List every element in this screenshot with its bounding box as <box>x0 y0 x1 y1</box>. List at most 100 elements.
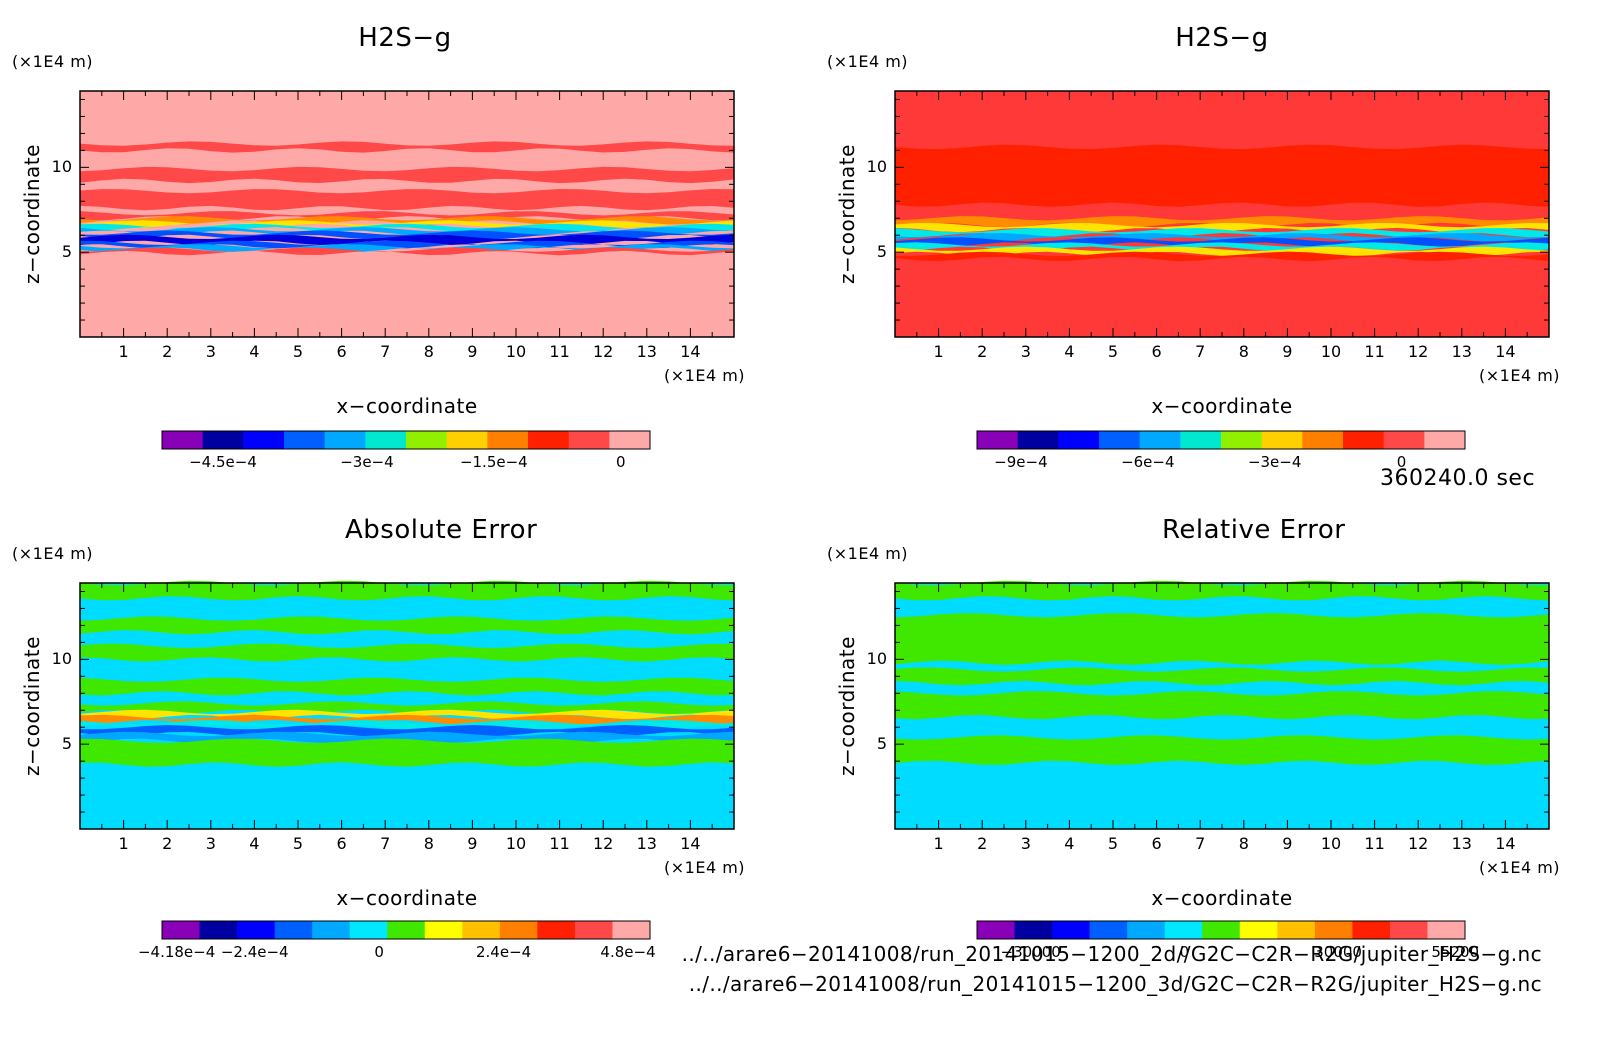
colorbar-tick-label: 0 <box>1179 943 1190 961</box>
x-tick-label: 5 <box>1107 834 1119 853</box>
colorbar-swatch <box>202 431 244 449</box>
colorbar-tick-label: −9e−4 <box>994 453 1048 471</box>
colorbar-swatch <box>284 431 326 449</box>
colorbar-swatch <box>243 431 285 449</box>
colorbar-swatch <box>1099 431 1141 449</box>
colorbar-tick-label: −3e−4 <box>1247 453 1302 471</box>
x-axis-label: x−coordinate <box>336 886 478 910</box>
field-band <box>80 244 734 252</box>
field-band <box>895 735 1549 765</box>
x-tick-label: 9 <box>1282 342 1293 361</box>
colorbar-tick-label: 55200 <box>1431 943 1480 961</box>
x-tick-label: 7 <box>380 342 391 361</box>
x-tick-label: 4 <box>249 834 260 853</box>
colorbar-swatch <box>528 431 570 449</box>
x-tick-label: 9 <box>467 834 478 853</box>
x-tick-label: 8 <box>423 834 434 853</box>
x-tick-label: 10 <box>505 834 527 853</box>
x-tick-label: 2 <box>977 834 988 853</box>
colorbar-swatch <box>1052 921 1091 939</box>
colorbar-swatch <box>1127 921 1166 939</box>
colorbar-swatch <box>365 431 407 449</box>
x-tick-label: 11 <box>1364 342 1385 361</box>
field-band <box>895 228 1549 238</box>
colorbar-swatch <box>349 921 388 939</box>
colorbar-swatch <box>1221 431 1263 449</box>
x-tick-label: 13 <box>636 834 657 853</box>
field-band <box>895 246 1549 257</box>
colorbar-swatch <box>1164 921 1203 939</box>
colorbar-swatch <box>162 921 201 939</box>
colorbar-swatch <box>1314 921 1353 939</box>
x-tick-label: 5 <box>1107 342 1119 361</box>
colorbar-frame <box>161 920 651 940</box>
x-unit-label: (×1E4 m) <box>664 858 746 877</box>
colorbar-swatch <box>1239 921 1278 939</box>
field-band <box>80 677 734 696</box>
x-tick-label: 9 <box>467 342 478 361</box>
x-tick-label: 10 <box>1320 342 1342 361</box>
colorbar-tick-label: 0 <box>615 453 626 471</box>
colorbar-swatch <box>312 921 351 939</box>
x-tick-label: 6 <box>336 342 347 361</box>
x-tick-label: 7 <box>380 834 391 853</box>
x-tick-label: 1 <box>933 342 944 361</box>
colorbar-swatch <box>1277 921 1316 939</box>
field-band <box>80 580 734 601</box>
x-tick-label: 10 <box>1320 834 1342 853</box>
x-tick-label: 3 <box>205 342 216 361</box>
x-tick-label: 10 <box>505 342 527 361</box>
field-band <box>80 616 734 635</box>
field-background <box>895 91 1549 337</box>
x-tick-label: 7 <box>1195 342 1206 361</box>
colorbar-swatch <box>1058 431 1100 449</box>
colorbar-tick-label: −30000 <box>1000 943 1061 961</box>
colorbar-swatch <box>1089 921 1128 939</box>
x-tick-label: 8 <box>1238 834 1249 853</box>
field-band <box>80 189 734 211</box>
x-tick-label: 5 <box>292 834 304 853</box>
x-tick-label: 6 <box>336 834 347 853</box>
colorbar-swatch <box>612 921 651 939</box>
field-band <box>80 211 734 221</box>
colorbar-swatch <box>1017 431 1059 449</box>
colorbar-swatch <box>487 431 529 449</box>
colorbar-tick-label: −2.4e−4 <box>220 943 289 961</box>
colorbar-swatch <box>237 921 276 939</box>
x-axis-label: x−coordinate <box>1151 886 1293 910</box>
x-tick-label: 2 <box>162 342 173 361</box>
x-tick-label: 11 <box>549 834 570 853</box>
x-tick-label: 12 <box>1408 834 1429 853</box>
colorbar-swatch <box>462 921 501 939</box>
colorbar-tick-label: 4.8e−4 <box>600 943 656 961</box>
colorbar-swatch <box>1343 431 1385 449</box>
colorbar-swatch <box>537 921 576 939</box>
colorbar-swatch <box>499 921 538 939</box>
colorbar-tick-label: 0 <box>374 943 384 961</box>
field-band <box>895 613 1549 665</box>
y-unit-label: (×1E4 m) <box>12 544 94 563</box>
x-tick-label: 12 <box>593 342 614 361</box>
field-band <box>80 643 734 662</box>
x-tick-label: 5 <box>292 342 304 361</box>
y-unit-label: (×1E4 m) <box>827 544 909 563</box>
y-tick-label: 5 <box>61 734 72 754</box>
colorbar-swatch <box>568 431 610 449</box>
colorbar-swatch <box>977 431 1019 449</box>
y-tick-label: 10 <box>866 649 887 669</box>
colorbar-swatch <box>977 921 1016 939</box>
colorbar-swatch <box>609 431 651 449</box>
colorbar-swatch <box>324 431 366 449</box>
colorbar-tick-label: −6e−4 <box>1121 453 1175 471</box>
colorbar-swatch <box>1424 431 1466 449</box>
colorbar-tick-label: 0 <box>1396 453 1407 471</box>
colorbar-swatch <box>387 921 426 939</box>
chart-title: H2S−g <box>358 23 452 53</box>
y-tick-label: 10 <box>866 157 887 177</box>
x-unit-label: (×1E4 m) <box>1479 366 1561 385</box>
x-tick-label: 14 <box>1495 834 1516 853</box>
colorbar-tick-label: −4.18e−4 <box>137 943 216 961</box>
x-tick-label: 2 <box>977 342 988 361</box>
x-tick-label: 12 <box>593 834 614 853</box>
